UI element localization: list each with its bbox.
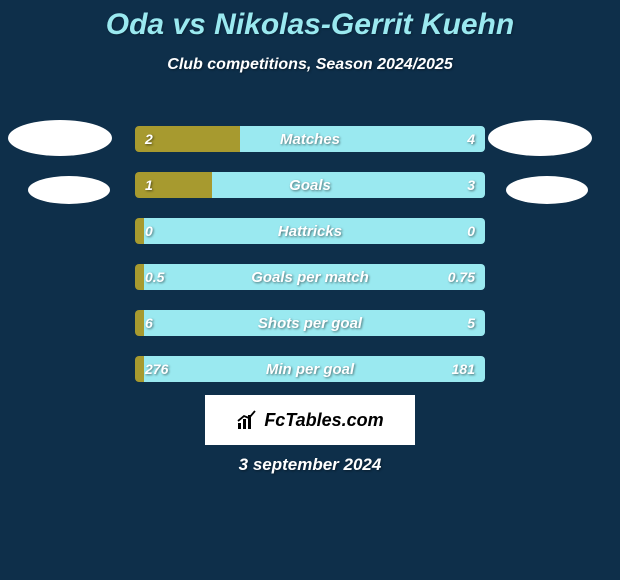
comparison-card: Oda vs Nikolas-Gerrit Kuehn Club competi… bbox=[0, 0, 620, 580]
stat-bars: Matches2 4 Goals1 3 Hattricks0 0 Goals per mat… bbox=[135, 126, 485, 402]
stat-row: Shots per goal6 5 bbox=[135, 310, 485, 336]
stat-label: Matches bbox=[135, 126, 485, 152]
stat-row: Goals1 3 bbox=[135, 172, 485, 198]
logo-badge: FcTables.com bbox=[205, 395, 415, 445]
stat-value-left: 0.5 bbox=[145, 264, 164, 290]
stat-row: Matches2 4 bbox=[135, 126, 485, 152]
chart-icon bbox=[236, 409, 258, 431]
stat-value-left: 0 bbox=[145, 218, 153, 244]
stat-label: Shots per goal bbox=[135, 310, 485, 336]
stat-value-right: 4 bbox=[467, 126, 475, 152]
subtitle: Club competitions, Season 2024/2025 bbox=[0, 56, 620, 74]
stat-value-right: 3 bbox=[467, 172, 475, 198]
player-left-avatar-2 bbox=[28, 176, 110, 204]
player-left-avatar-1 bbox=[8, 120, 112, 156]
page-title: Oda vs Nikolas-Gerrit Kuehn bbox=[0, 0, 620, 42]
stat-value-left: 2 bbox=[145, 126, 153, 152]
player-right-avatar-1 bbox=[488, 120, 592, 156]
player-right-avatar-2 bbox=[506, 176, 588, 204]
stat-value-left: 1 bbox=[145, 172, 153, 198]
stat-label: Min per goal bbox=[135, 356, 485, 382]
date-line: 3 september 2024 bbox=[0, 455, 620, 475]
stat-row: Hattricks0 0 bbox=[135, 218, 485, 244]
stat-value-right: 181 bbox=[452, 356, 475, 382]
stat-value-right: 5 bbox=[467, 310, 475, 336]
stat-row: Goals per match0.5 0.75 bbox=[135, 264, 485, 290]
stat-value-right: 0.75 bbox=[448, 264, 475, 290]
stat-value-left: 6 bbox=[145, 310, 153, 336]
stat-label: Goals bbox=[135, 172, 485, 198]
stat-value-right: 0 bbox=[467, 218, 475, 244]
stat-value-left: 276 bbox=[145, 356, 168, 382]
stat-label: Hattricks bbox=[135, 218, 485, 244]
stat-label: Goals per match bbox=[135, 264, 485, 290]
stat-row: Min per goal276 181 bbox=[135, 356, 485, 382]
logo-text: FcTables.com bbox=[264, 410, 383, 431]
